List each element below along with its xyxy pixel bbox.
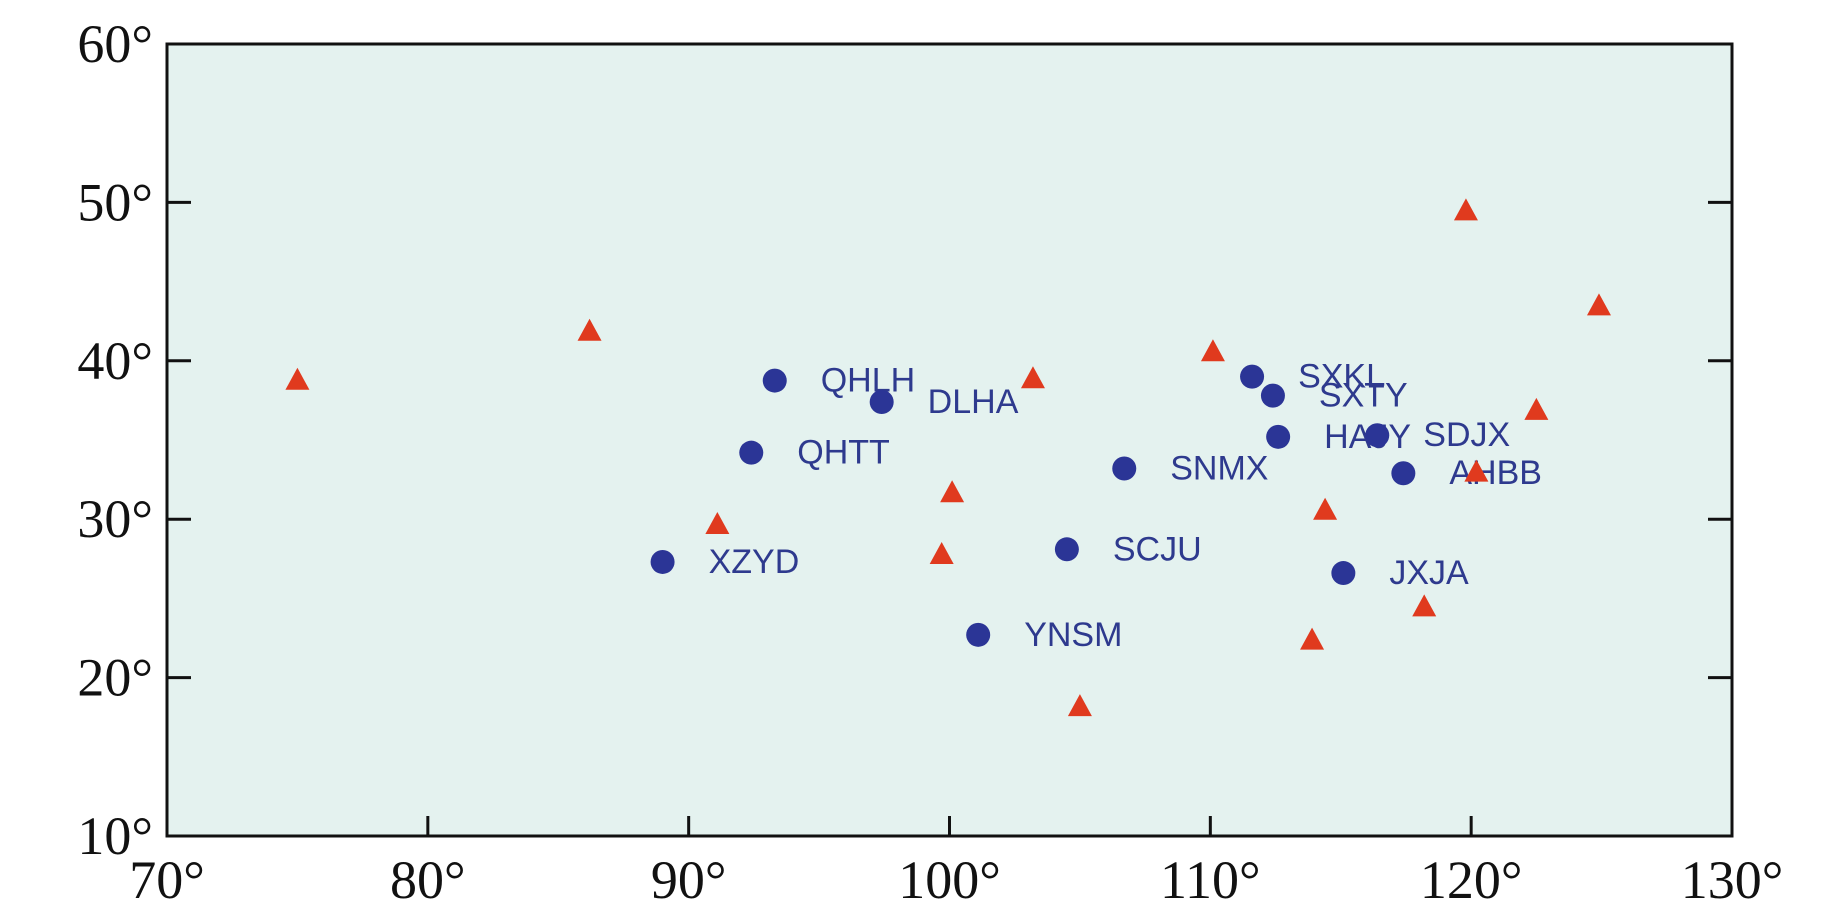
triangle-marker — [1453, 198, 1478, 221]
y-tick-label: 50° — [77, 172, 153, 232]
y-tick-label: 40° — [77, 331, 153, 391]
station-label: AHBB — [1449, 454, 1542, 492]
station-label: SCJU — [1113, 530, 1202, 568]
station-marker — [966, 622, 991, 647]
station-marker — [1391, 461, 1416, 486]
triangle-marker — [1020, 366, 1045, 389]
y-tick-label: 60° — [77, 14, 153, 74]
triangle-marker — [577, 318, 602, 341]
y-tick-label: 30° — [77, 489, 153, 549]
station-marker — [1365, 423, 1390, 448]
station-marker — [1112, 456, 1137, 481]
station-marker — [869, 389, 894, 414]
triangle-marker — [1067, 694, 1092, 717]
plot-frame — [165, 42, 1734, 838]
x-tick-label: 120° — [1420, 850, 1523, 909]
x-tick-label: 130° — [1681, 850, 1784, 909]
station-label: DLHA — [928, 383, 1019, 421]
y-tick-label: 10° — [77, 806, 153, 866]
station-marker — [1260, 383, 1285, 408]
plot-background — [167, 44, 1732, 836]
station-marker — [1331, 561, 1356, 586]
triangle-marker — [1200, 339, 1225, 362]
triangle-marker — [1524, 397, 1549, 420]
station-marker — [1266, 424, 1291, 449]
station-marker — [762, 368, 787, 393]
x-tick-label: 80° — [390, 850, 466, 909]
x-tick-label: 70° — [129, 850, 205, 909]
triangle-marker — [1464, 459, 1489, 482]
triangle-marker — [1300, 627, 1325, 650]
station-marker — [1054, 537, 1079, 562]
station-marker — [739, 440, 764, 465]
station-label: QHTT — [797, 434, 890, 472]
triangle-marker — [285, 367, 310, 390]
triangle-marker — [940, 480, 965, 503]
station-label: JXJA — [1389, 554, 1469, 592]
station-label: SNMX — [1170, 449, 1268, 487]
station-marker — [650, 549, 675, 574]
station-label: QHLH — [821, 362, 915, 400]
station-label: SXTY — [1319, 377, 1408, 415]
y-tick-label: 20° — [77, 648, 153, 708]
x-tick-label: 90° — [651, 850, 727, 909]
triangle-marker — [1412, 594, 1437, 617]
station-label: SDJX — [1423, 416, 1510, 454]
triangle-marker — [1586, 293, 1611, 316]
station-label: XZYD — [709, 543, 800, 581]
triangle-marker — [1313, 497, 1338, 520]
triangle-marker — [705, 511, 730, 534]
triangle-marker — [929, 542, 954, 565]
station-label: SXKL — [1298, 358, 1385, 396]
station-label: YNSM — [1024, 616, 1122, 654]
station-marker — [1240, 364, 1265, 389]
x-tick-label: 100° — [898, 850, 1001, 909]
x-tick-label: 110° — [1160, 850, 1261, 909]
